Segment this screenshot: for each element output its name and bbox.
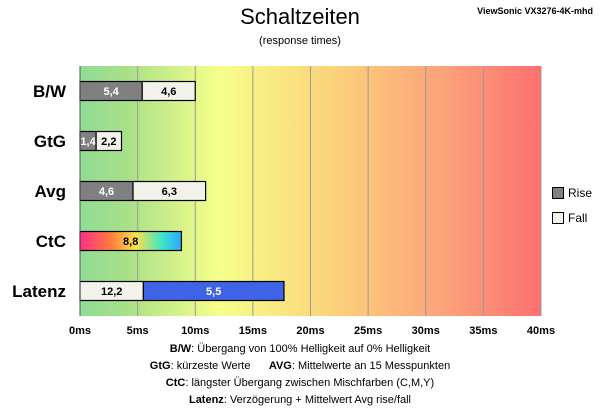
chart-subtitle: (response times) (259, 35, 341, 47)
footnote-term: B/W (169, 343, 192, 355)
footnote-text: : längster Übergang zwischen Mischfarben… (185, 377, 435, 389)
x-tick-label: 5ms (127, 325, 149, 337)
legend-label-rise: Rise (568, 185, 593, 200)
y-tick-label: Avg (35, 182, 67, 201)
data-label: 4,6 (161, 86, 176, 98)
footnote-text: : Übergang von 100% Helligkeit auf 0% He… (191, 343, 431, 355)
bar (141, 80, 196, 102)
data-label: 4,6 (99, 186, 114, 198)
data-label: 8,8 (123, 236, 138, 248)
bar (142, 280, 285, 302)
plot-area: 5,4 4,6 1,4 2,2 4,6 6,3 8,8 12,2 5,5 0ms 5ms 10ms 1… (12, 66, 555, 337)
legend-item-rise: Rise (552, 180, 592, 205)
x-tick-label: 0ms (69, 325, 91, 337)
monitor-model: ViewSonic VX3276-4K-mhd (477, 6, 593, 16)
data-label: 6,3 (162, 186, 177, 198)
bar (95, 130, 123, 152)
footnote-text: : Mittelwerte an 15 Messpunkten (291, 360, 451, 372)
x-tick-label: 30ms (412, 325, 440, 337)
x-tick-label: 10ms (181, 325, 209, 337)
footnote-gtg: GtG: kürzeste Werte AVG: Mittelwerte an … (0, 358, 600, 375)
footnotes: B/W: Übergang von 100% Helligkeit auf 0%… (0, 341, 600, 409)
data-label: 12,2 (101, 286, 122, 298)
data-label: 5,4 (103, 86, 119, 98)
data-label: 5,5 (206, 286, 221, 298)
data-label: 1,4 (80, 136, 96, 148)
x-tick-label: 35ms (469, 325, 497, 337)
y-tick-label: Latenz (12, 282, 66, 301)
footnote-term: GtG (149, 360, 171, 372)
x-tick-label: 15ms (239, 325, 267, 337)
y-tick-label: B/W (33, 82, 67, 101)
x-tick-label: 40ms (527, 325, 555, 337)
footnote-term: CtC (165, 377, 186, 389)
data-label: 2,2 (101, 136, 116, 148)
footnote-term: AVG (268, 360, 292, 372)
legend-label-fall: Fall (568, 210, 588, 225)
footnote-text: : Verzögerung + Mittelwert Avg rise/fall (223, 394, 412, 406)
footnote-term: Latenz (188, 394, 224, 406)
footnote-latenz: Latenz: Verzögerung + Mittelwert Avg ris… (0, 392, 600, 409)
y-tick-label: GtG (34, 132, 66, 151)
y-tick-label: CtC (36, 232, 66, 251)
chart-title: Schaltzeiten (240, 4, 360, 29)
footnote-ctc: CtC: längster Übergang zwischen Mischfar… (0, 375, 600, 392)
bar (132, 180, 207, 202)
footnote-text: : kürzeste Werte (170, 360, 251, 372)
legend-swatch-rise (552, 186, 564, 199)
legend-swatch-fall (552, 211, 564, 224)
x-tick-label: 25ms (354, 325, 382, 337)
footnote-bw: B/W: Übergang von 100% Helligkeit auf 0%… (0, 341, 600, 358)
legend-item-fall: Fall (552, 205, 592, 230)
legend: Rise Fall (552, 180, 592, 230)
x-tick-label: 20ms (296, 325, 324, 337)
